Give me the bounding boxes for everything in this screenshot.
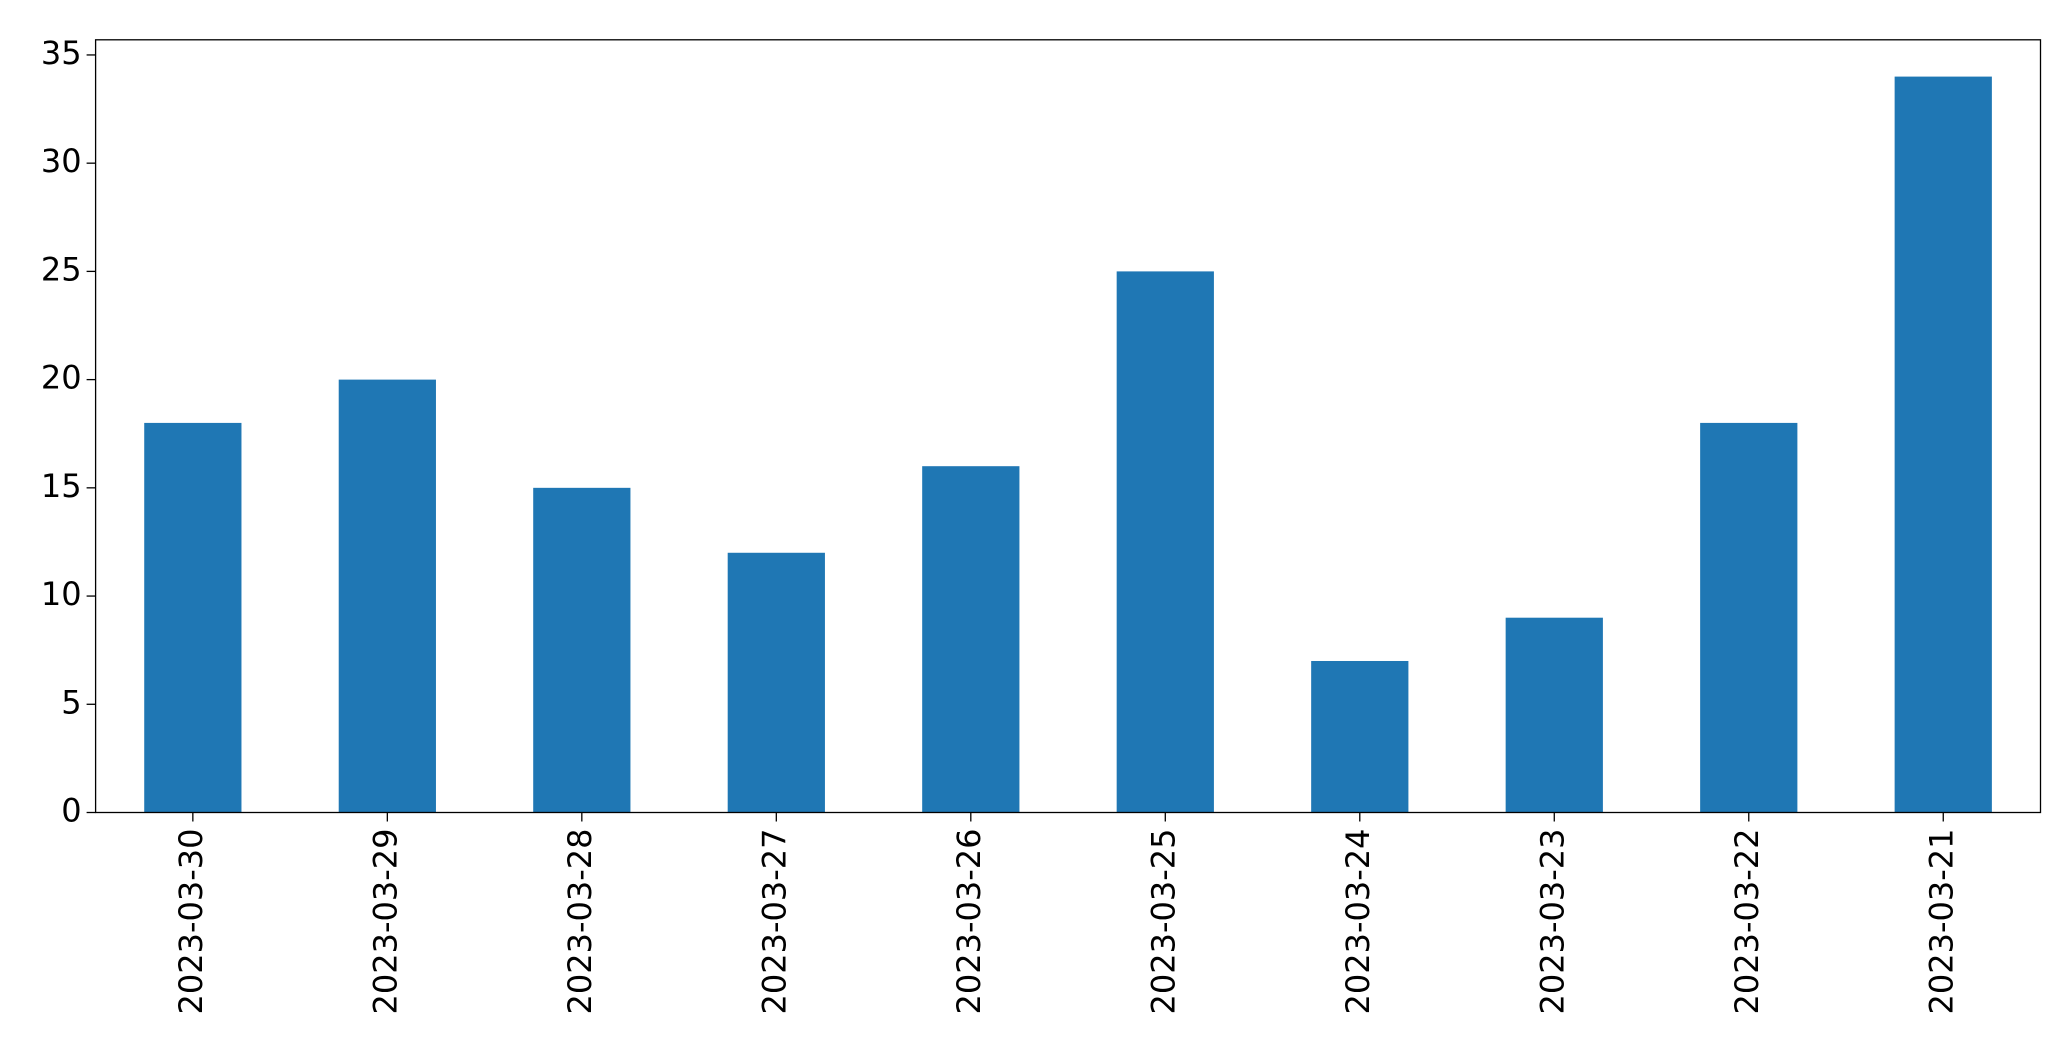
bar: [144, 422, 242, 813]
x-tick-label: 2023-03-24: [1339, 829, 1377, 1015]
y-tick-label: 15: [41, 467, 82, 505]
y-tick-label: 5: [61, 683, 81, 721]
y-tick-label: 20: [41, 359, 82, 397]
bar: [533, 487, 631, 813]
y-tick-label: 0: [61, 792, 81, 830]
plot-frame: [94, 39, 2042, 814]
y-tick-label: 25: [41, 250, 82, 288]
x-tick-label: 2023-03-21: [1922, 829, 1960, 1015]
y-tick-label: 10: [41, 575, 82, 613]
y-tick-label: 35: [41, 34, 82, 72]
x-tick-label: 2023-03-22: [1728, 829, 1766, 1015]
x-tick-label: 2023-03-27: [755, 829, 793, 1015]
bar: [338, 379, 436, 813]
x-tick-label: 2023-03-29: [366, 829, 404, 1015]
x-tick-label: 2023-03-25: [1144, 829, 1182, 1015]
bar: [727, 552, 825, 813]
bar: [922, 466, 1020, 813]
bar: [1116, 271, 1214, 813]
bar: [1700, 422, 1798, 813]
y-tick-label: 30: [41, 142, 82, 180]
bar: [1311, 660, 1409, 813]
bar: [1505, 617, 1603, 813]
x-tick-label: 2023-03-30: [172, 829, 210, 1015]
x-tick-label: 2023-03-26: [950, 829, 988, 1015]
bar: [1894, 76, 1992, 813]
x-tick-label: 2023-03-23: [1533, 829, 1571, 1015]
x-tick-label: 2023-03-28: [561, 829, 599, 1015]
